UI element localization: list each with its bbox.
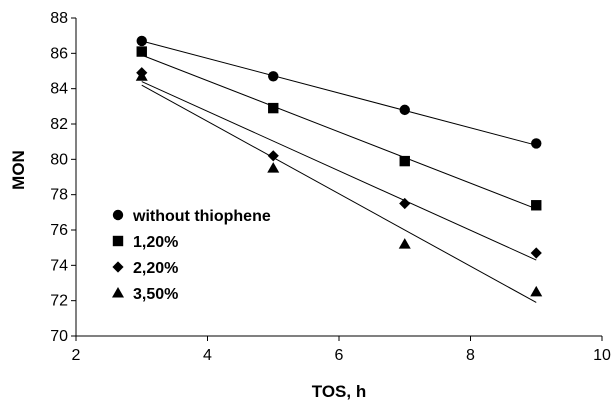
- legend-marker-4: [112, 287, 124, 298]
- trendlines: [141, 40, 537, 303]
- y-tick-label: 74: [50, 257, 68, 274]
- legend: without thiophene 1,20% 2,20% 3,50%: [112, 208, 271, 303]
- axes: 70 72 74 76 78 80 82 84 86 88 2 4 6 8 10: [50, 10, 611, 364]
- data-point-series-2: [399, 155, 410, 167]
- data-point-series-1: [268, 71, 279, 82]
- x-axis-label: TOS, h: [312, 382, 366, 401]
- data-point-series-4: [267, 162, 280, 173]
- y-tick-label: 76: [50, 222, 68, 239]
- data-points: [135, 35, 543, 297]
- y-tick-label: 70: [50, 328, 68, 345]
- legend-marker-1: [112, 209, 124, 221]
- data-point-series-3: [399, 197, 411, 210]
- y-tick-label: 88: [50, 10, 68, 27]
- x-tick-label: 2: [72, 347, 81, 364]
- data-point-series-1: [399, 104, 410, 116]
- trendline-1: [141, 40, 537, 146]
- y-tick-label: 80: [50, 151, 68, 168]
- data-point-series-1: [531, 138, 542, 149]
- data-point-series-2: [136, 46, 147, 57]
- data-point-series-4: [398, 238, 411, 249]
- x-tick-label: 6: [335, 347, 344, 364]
- x-tick-label: 4: [203, 347, 212, 364]
- legend-marker-3: [112, 261, 124, 273]
- legend-label-1: without thiophene: [132, 208, 271, 225]
- legend-label-4: 3,50%: [133, 286, 178, 303]
- data-point-series-2: [268, 102, 279, 114]
- legend-label-2: 1,20%: [133, 234, 178, 251]
- data-point-series-2: [531, 200, 542, 211]
- trendline-4: [141, 84, 537, 303]
- y-tick-label: 72: [50, 293, 68, 310]
- legend-marker-2: [112, 235, 124, 247]
- y-tick-label: 86: [50, 45, 68, 62]
- y-tick-label: 78: [50, 187, 68, 204]
- y-axis-label: MON: [9, 150, 28, 190]
- data-point-series-4: [530, 285, 543, 297]
- data-point-series-3: [267, 150, 279, 162]
- data-point-series-1: [136, 35, 147, 47]
- trendline-3: [141, 81, 537, 261]
- y-tick-label: 84: [50, 81, 68, 98]
- data-point-series-4: [135, 70, 148, 81]
- data-point-series-3: [530, 247, 542, 259]
- x-tick-label: 8: [466, 347, 475, 364]
- trendline-2: [141, 54, 537, 210]
- legend-label-3: 2,20%: [133, 260, 178, 277]
- x-tick-label: 10: [593, 347, 611, 364]
- y-tick-label: 82: [50, 116, 68, 133]
